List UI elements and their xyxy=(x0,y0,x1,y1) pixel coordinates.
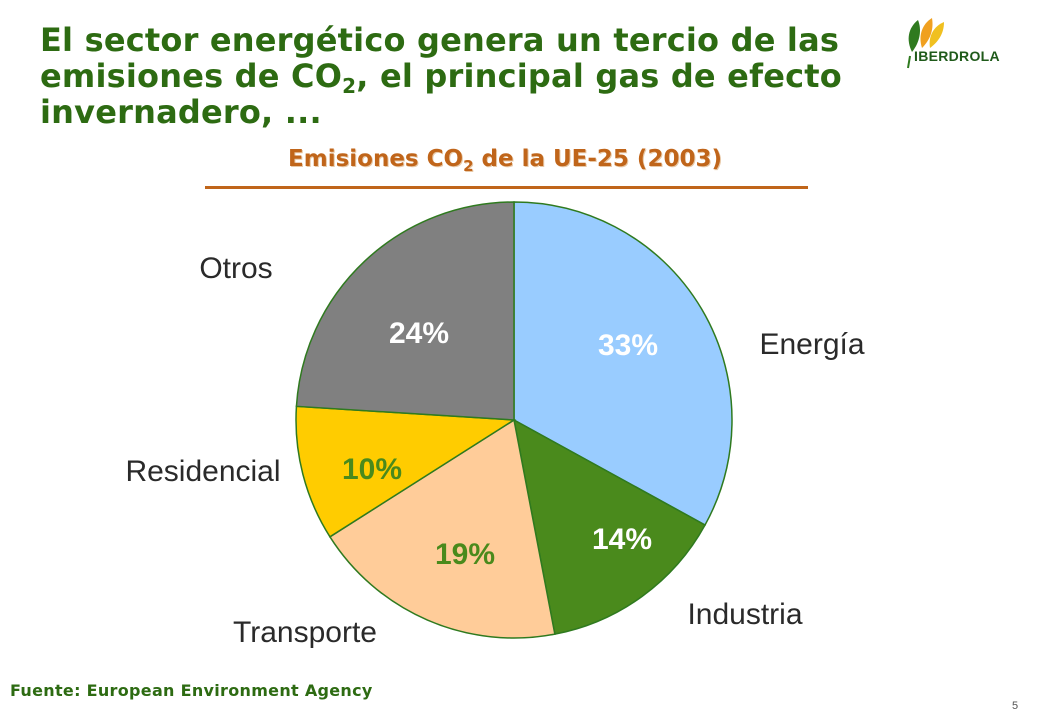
slide-headline: El sector energético genera un tercio de… xyxy=(40,22,890,130)
pie-slice-otros xyxy=(295,201,515,421)
slice-percent-otros: 24% xyxy=(389,317,449,350)
slice-label-energía: Energía xyxy=(759,328,864,361)
chart-title-end: de la UE-25 (2003) xyxy=(473,146,722,172)
headline-subscript: 2 xyxy=(342,74,357,98)
slice-percent-residencial: 10% xyxy=(342,453,402,486)
chart-title-subscript: 2 xyxy=(463,157,474,175)
headline-line-2-start: emisiones de CO xyxy=(40,57,343,95)
pie-slice-transporte xyxy=(328,418,556,639)
chart-title: Emisiones CO2 de la UE-25 (2003) xyxy=(205,146,805,175)
headline-line-2: emisiones de CO2, el principal gas de ef… xyxy=(40,57,890,96)
pie-slice-energía xyxy=(513,201,733,527)
source-note: Fuente: European Environment Agency xyxy=(10,681,373,700)
chart-title-start: Emisiones CO xyxy=(288,146,464,172)
slice-label-residencial: Residencial xyxy=(125,455,280,488)
headline-line-3: invernadero, ... xyxy=(40,93,322,131)
pie-slice-residencial xyxy=(295,405,517,538)
headline-line-1: El sector energético genera un tercio de… xyxy=(40,21,840,59)
slice-percent-energía: 33% xyxy=(598,329,658,362)
headline-line-2-end: , el principal gas de efecto xyxy=(356,57,842,95)
page-number: 5 xyxy=(1012,700,1019,712)
pie-slice-industria xyxy=(512,418,707,636)
slice-percent-transporte: 19% xyxy=(435,538,495,571)
iberdrola-logo-icon xyxy=(907,18,944,69)
slice-label-industria: Industria xyxy=(687,598,802,631)
logo-wordmark: IBERDROLA xyxy=(914,48,1000,64)
slice-percent-industria: 14% xyxy=(592,523,652,556)
slice-label-otros: Otros xyxy=(199,252,272,285)
slice-label-transporte: Transporte xyxy=(233,616,377,649)
title-underline xyxy=(205,186,808,189)
